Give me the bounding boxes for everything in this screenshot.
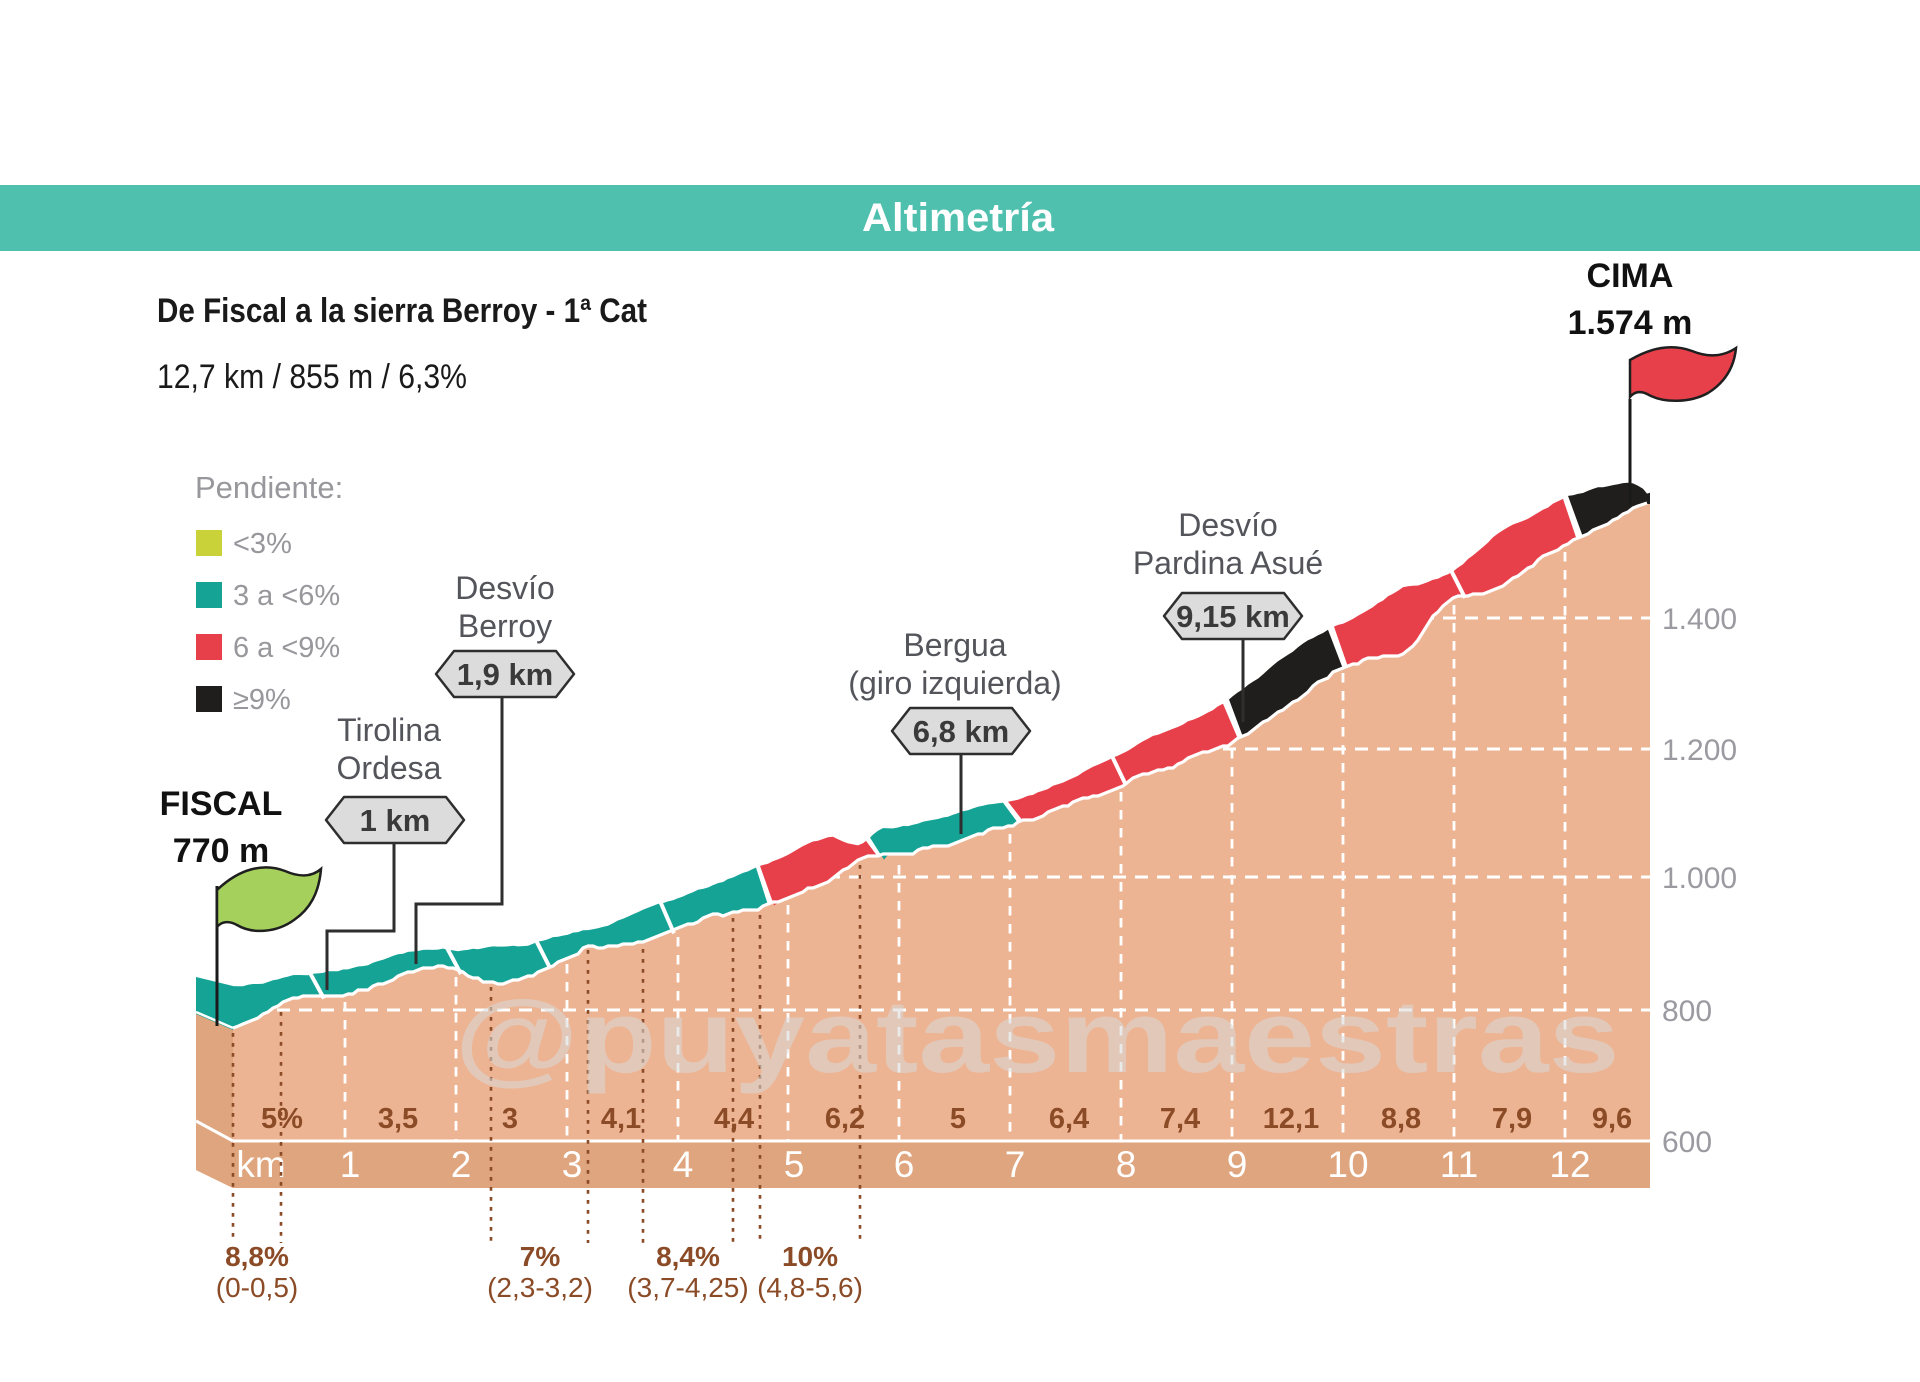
svg-text:3: 3 (502, 1103, 518, 1135)
svg-text:1.574 m: 1.574 m (1568, 304, 1693, 342)
svg-text:Bergua: Bergua (903, 627, 1006, 663)
svg-text:8,8: 8,8 (1381, 1103, 1421, 1135)
svg-text:5: 5 (784, 1144, 805, 1185)
svg-text:9,6: 9,6 (1592, 1103, 1632, 1135)
svg-text:(3,7-4,25): (3,7-4,25) (627, 1272, 748, 1303)
svg-text:≥9%: ≥9% (233, 684, 291, 716)
svg-text:9: 9 (1227, 1144, 1248, 1185)
svg-text:Berroy: Berroy (458, 608, 552, 644)
svg-text:(2,3-3,2): (2,3-3,2) (487, 1272, 593, 1303)
svg-text:3: 3 (562, 1144, 583, 1185)
svg-text:1.200: 1.200 (1662, 734, 1737, 767)
svg-text:FISCAL: FISCAL (160, 785, 283, 823)
svg-text:1.400: 1.400 (1662, 603, 1737, 636)
svg-text:(giro izquierda): (giro izquierda) (848, 665, 1061, 701)
svg-text:1,9 km: 1,9 km (457, 657, 554, 692)
svg-text:4,1: 4,1 (601, 1103, 641, 1135)
svg-text:Ordesa: Ordesa (337, 750, 442, 786)
svg-text:Desvío: Desvío (1178, 507, 1278, 543)
svg-text:7,4: 7,4 (1160, 1103, 1200, 1135)
svg-text:10%: 10% (782, 1241, 838, 1272)
svg-text:7: 7 (1005, 1144, 1026, 1185)
svg-text:1: 1 (340, 1144, 361, 1185)
svg-text:km: km (236, 1144, 285, 1185)
svg-text:12,1: 12,1 (1263, 1103, 1319, 1135)
svg-text:(0-0,5): (0-0,5) (216, 1272, 298, 1303)
svg-text:4: 4 (673, 1144, 694, 1185)
svg-text:1.000: 1.000 (1662, 862, 1737, 895)
svg-text:6: 6 (894, 1144, 915, 1185)
svg-text:5%: 5% (261, 1103, 303, 1135)
svg-text:Pardina Asué: Pardina Asué (1133, 545, 1323, 581)
svg-text:1 km: 1 km (360, 803, 431, 838)
svg-text:8,8%: 8,8% (225, 1241, 289, 1272)
svg-text:6,8 km: 6,8 km (913, 714, 1010, 749)
svg-text:7%: 7% (520, 1241, 561, 1272)
svg-text:3 a <6%: 3 a <6% (233, 580, 340, 612)
svg-text:De Fiscal a la sierra Berroy -: De Fiscal a la sierra Berroy - 1ª Cat (157, 292, 647, 330)
svg-text:6,2: 6,2 (825, 1103, 865, 1135)
svg-text:8: 8 (1116, 1144, 1137, 1185)
svg-text:CIMA: CIMA (1587, 257, 1674, 295)
svg-text:6 a <9%: 6 a <9% (233, 632, 340, 664)
svg-text:Tirolina: Tirolina (337, 712, 441, 748)
svg-text:10: 10 (1327, 1144, 1368, 1185)
svg-text:6,4: 6,4 (1049, 1103, 1089, 1135)
svg-text:Desvío: Desvío (455, 570, 555, 606)
svg-text:9,15 km: 9,15 km (1176, 599, 1290, 634)
svg-text:3,5: 3,5 (378, 1103, 418, 1135)
svg-text:2: 2 (451, 1144, 472, 1185)
svg-text:11: 11 (1440, 1144, 1478, 1185)
svg-text:12: 12 (1549, 1144, 1590, 1185)
svg-text:(4,8-5,6): (4,8-5,6) (757, 1272, 863, 1303)
svg-text:8,4%: 8,4% (656, 1241, 720, 1272)
svg-text:600: 600 (1662, 1126, 1712, 1159)
svg-text:770 m: 770 m (173, 832, 269, 870)
svg-text:5: 5 (950, 1103, 966, 1135)
svg-text:12,7 km / 855 m / 6,3%: 12,7 km / 855 m / 6,3% (157, 358, 467, 396)
svg-text:7,9: 7,9 (1492, 1103, 1532, 1135)
svg-text:@puyatasmaestras: @puyatasmaestras (455, 979, 1620, 1094)
svg-text:800: 800 (1662, 995, 1712, 1028)
svg-text:<3%: <3% (233, 528, 292, 560)
svg-text:Pendiente:: Pendiente: (195, 470, 343, 505)
svg-text:Altimetría: Altimetría (862, 196, 1055, 240)
